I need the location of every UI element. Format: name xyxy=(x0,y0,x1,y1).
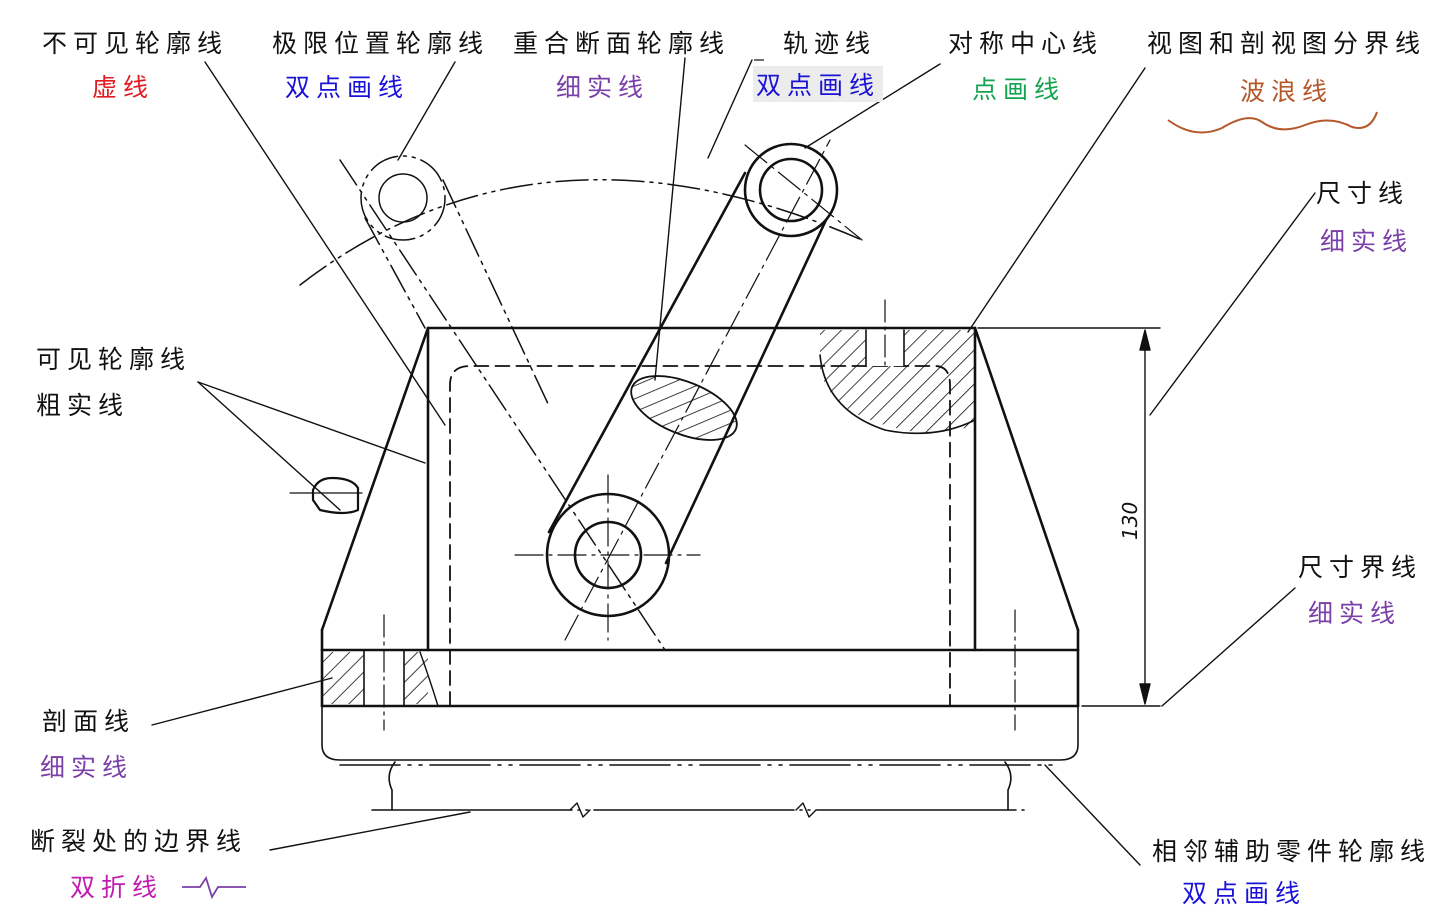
dimension-130 xyxy=(977,327,1161,707)
break-boundary-type: 双折线 xyxy=(70,873,164,902)
view-boundary-label: 视图和剖视图分界线 xyxy=(1147,29,1427,58)
invisible-outline-type: 虚线 xyxy=(92,73,155,102)
view-boundary-type: 波浪线 xyxy=(1240,77,1334,106)
dimension-value: 130 xyxy=(1118,501,1142,540)
symmetry-center-type: 点画线 xyxy=(972,75,1066,104)
lever xyxy=(545,142,839,618)
trajectory-arc xyxy=(299,178,863,286)
coincident-section xyxy=(630,375,738,441)
invisible-outline-label: 不可见轮廓线 xyxy=(42,29,229,58)
break-boundary-label: 断裂处的边界线 xyxy=(30,827,248,856)
adjacent-part-type: 双点画线 xyxy=(1182,879,1307,908)
extension-line-label: 尺寸界线 xyxy=(1298,553,1423,582)
symmetry-centerlines xyxy=(514,139,863,641)
boss-left xyxy=(289,476,363,515)
wavy-line-sample xyxy=(1167,111,1378,134)
double-zigzag-sample xyxy=(182,875,246,900)
hatched-section-right xyxy=(819,299,976,435)
hatch-line-type: 细实线 xyxy=(40,753,134,782)
limit-position-label: 极限位置轮廓线 xyxy=(272,29,490,58)
adjacent-part-label: 相邻辅助零件轮廓线 xyxy=(1152,837,1432,866)
hidden-outline xyxy=(449,365,951,707)
limit-position-lever xyxy=(339,155,666,651)
trajectory-label: 轨迹线 xyxy=(783,29,877,58)
adjacent-part-outline xyxy=(321,705,1079,811)
visible-outline-label: 可见轮廓线 xyxy=(36,345,192,374)
hatch-line-label: 剖面线 xyxy=(42,707,136,736)
extension-line-type: 细实线 xyxy=(1308,599,1402,628)
symmetry-center-label: 对称中心线 xyxy=(948,29,1104,58)
trajectory-type: 双点画线 xyxy=(753,66,884,102)
dimension-line-type: 细实线 xyxy=(1320,227,1414,256)
visible-outline-type: 粗实线 xyxy=(36,391,130,420)
dimension-line-label: 尺寸线 xyxy=(1316,179,1410,208)
leader-lines xyxy=(151,57,1316,866)
break-marks xyxy=(569,802,817,818)
coincident-section-type: 细实线 xyxy=(556,73,650,102)
wavy-boundary xyxy=(819,354,976,435)
limit-position-type: 双点画线 xyxy=(285,73,410,102)
coincident-section-label: 重合断面轮廓线 xyxy=(513,29,731,58)
hatched-section-left xyxy=(322,614,439,731)
